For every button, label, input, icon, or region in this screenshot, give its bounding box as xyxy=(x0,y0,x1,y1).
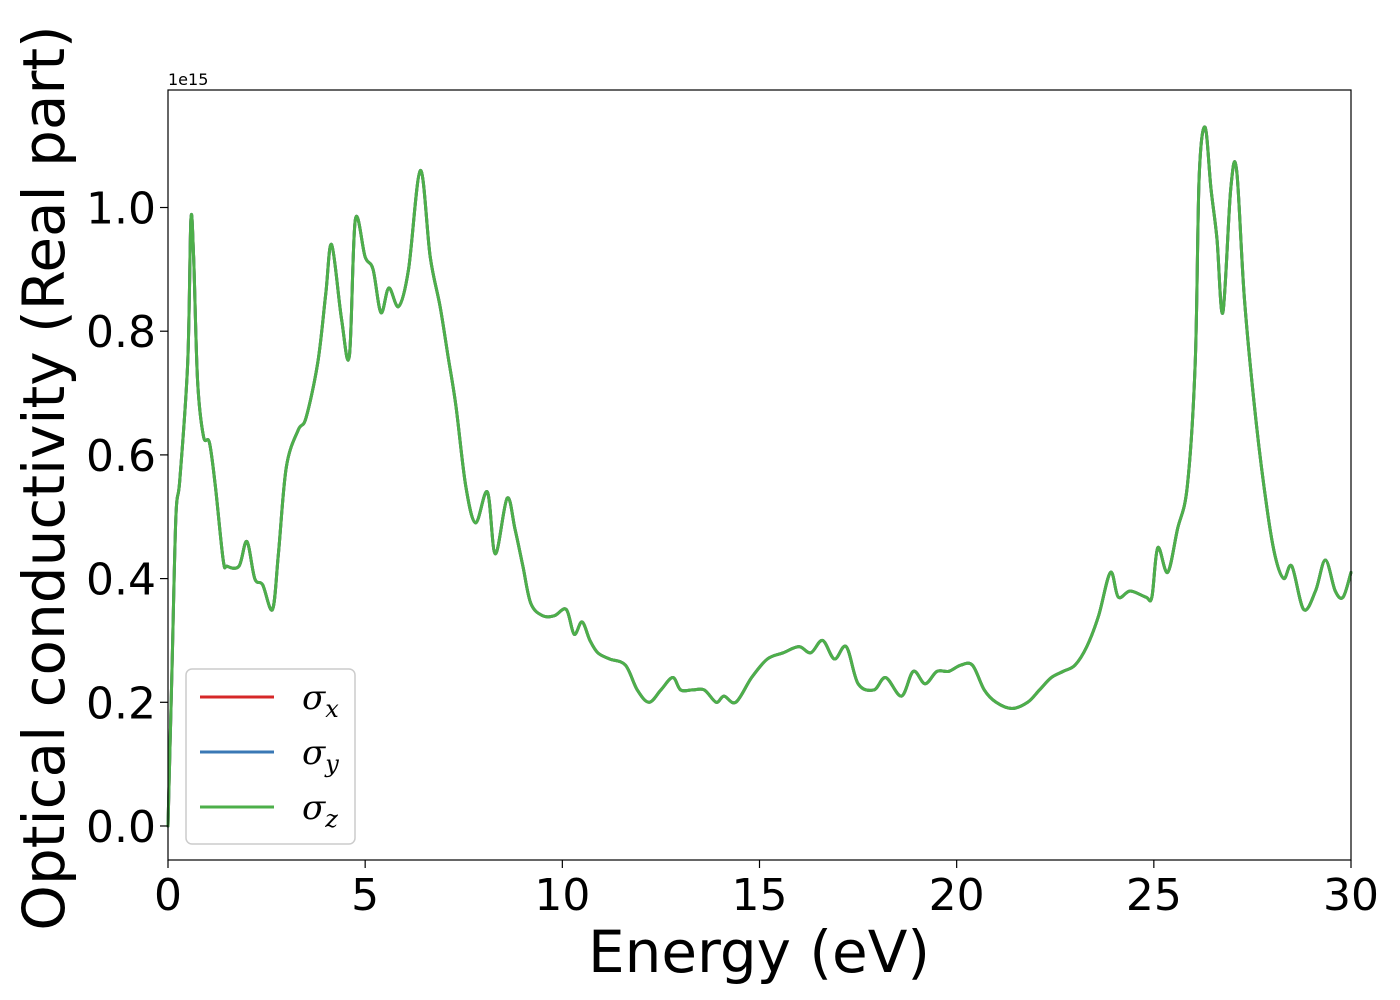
y-tick-label: 1.0 xyxy=(86,184,156,235)
legend: σx σy σz xyxy=(185,668,356,845)
y-offset-text: 1e15 xyxy=(168,70,208,89)
y-tick-label: 0.6 xyxy=(86,431,156,482)
y-tick-label: 0.2 xyxy=(86,678,156,729)
x-tick-label: 10 xyxy=(534,870,590,921)
x-tick-label: 5 xyxy=(351,870,379,921)
x-axis-label: Energy (eV) xyxy=(588,918,930,986)
x-tick-label: 0 xyxy=(154,870,182,921)
legend-box xyxy=(185,668,356,845)
x-axis: 0 5 10 15 20 25 30 xyxy=(154,860,1379,921)
legend-label-y: σy xyxy=(302,733,339,778)
y-tick-label: 0.4 xyxy=(86,555,156,606)
x-tick-label: 15 xyxy=(732,870,788,921)
legend-label-z: σz xyxy=(302,788,338,833)
series-line-z xyxy=(166,125,1353,828)
legend-entries: σx σy σz xyxy=(200,678,339,833)
x-tick-label: 25 xyxy=(1126,870,1182,921)
y-axis-label: Optical conductivity (Real part) xyxy=(10,25,78,930)
x-tick-label: 20 xyxy=(929,870,985,921)
legend-label-x: σx xyxy=(302,678,339,723)
series-layer xyxy=(166,125,1353,828)
y-axis: 0.0 0.2 0.4 0.6 0.8 1.0 xyxy=(86,184,168,853)
y-tick-label: 0.0 xyxy=(86,802,156,853)
y-tick-label: 0.8 xyxy=(86,307,156,358)
x-tick-label: 30 xyxy=(1323,870,1379,921)
